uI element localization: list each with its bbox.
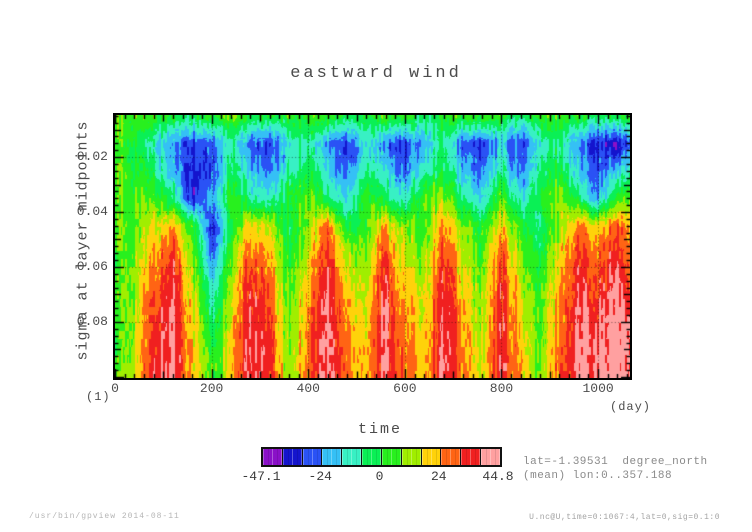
colorbar-tick-label: -24 bbox=[308, 469, 332, 484]
colorbar-segment bbox=[401, 449, 422, 465]
colorbar-tick-label: 0 bbox=[375, 469, 384, 484]
plot-title: eastward wind bbox=[290, 64, 462, 83]
footer-variable-spec: U.nc@U,time=0:1067:4,lat=0,sig=0.1:0 bbox=[529, 513, 720, 522]
x-tick-label: 400 bbox=[296, 381, 320, 396]
x-axis-unit: (day) bbox=[610, 400, 652, 414]
colorbar-segment bbox=[421, 449, 442, 465]
colorbar-segment bbox=[381, 449, 402, 465]
colorbar-segment bbox=[441, 449, 462, 465]
footer-command: /usr/bin/gpview 2014-08-11 bbox=[29, 512, 180, 521]
colorbar-segment bbox=[362, 449, 382, 465]
y-tick-label: 0.06 bbox=[76, 258, 108, 274]
plot-frame bbox=[113, 113, 632, 380]
annotation-lon: (mean) lon:0..357.188 bbox=[523, 470, 673, 482]
x-tick-label: 1000 bbox=[582, 381, 614, 396]
colorbar-segment bbox=[322, 449, 343, 465]
x-tick-label: 0 bbox=[111, 381, 119, 396]
colorbar-tick-label: 24 bbox=[430, 469, 447, 484]
colorbar-axis-label: time bbox=[357, 421, 402, 438]
y-tick-label: 0.04 bbox=[76, 204, 108, 219]
coordinate-annotation: lat=-1.39531 degree_north (mean) lon:0..3… bbox=[523, 455, 708, 483]
colorbar-segment bbox=[481, 449, 500, 465]
x-tick-label: 800 bbox=[489, 381, 514, 396]
y-tick-label: 0.08 bbox=[76, 313, 108, 329]
x-tick-label: 600 bbox=[393, 381, 417, 396]
colorbar-segment bbox=[342, 449, 363, 465]
y-axis-unit: (1) bbox=[86, 390, 111, 404]
colorbar-segment bbox=[302, 449, 323, 465]
colorbar-tick-label: 44.8 bbox=[482, 469, 514, 484]
colorbar bbox=[261, 447, 502, 467]
annotation-lat: lat=-1.39531 degree_north bbox=[523, 456, 708, 468]
colorbar-segment bbox=[461, 449, 482, 465]
colorbar-tick-label: -47.1 bbox=[241, 469, 281, 484]
heatmap-plot bbox=[115, 115, 630, 378]
colorbar-segment bbox=[263, 449, 283, 465]
colorbar-segment bbox=[282, 449, 303, 465]
y-tick-label: 0.02 bbox=[76, 149, 108, 165]
x-tick-label: 200 bbox=[199, 381, 224, 396]
